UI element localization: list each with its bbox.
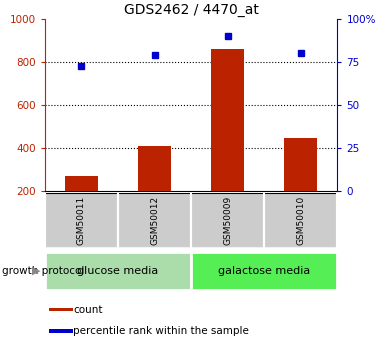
Text: glucose media: glucose media: [77, 266, 159, 276]
Text: GSM50009: GSM50009: [223, 196, 232, 245]
Text: percentile rank within the sample: percentile rank within the sample: [73, 326, 249, 336]
Text: GSM50012: GSM50012: [150, 196, 159, 245]
Bar: [45, 252, 191, 290]
Text: GSM50010: GSM50010: [296, 196, 305, 245]
Bar: [191, 193, 264, 248]
Bar: [138, 146, 171, 191]
Bar: [264, 193, 337, 248]
Bar: [118, 193, 191, 248]
Bar: [211, 49, 244, 191]
Bar: [49, 308, 73, 312]
Title: GDS2462 / 4470_at: GDS2462 / 4470_at: [124, 2, 259, 17]
Bar: [65, 176, 98, 191]
Bar: [191, 252, 337, 290]
Text: ▶: ▶: [32, 266, 40, 276]
Text: count: count: [73, 305, 103, 315]
Text: galactose media: galactose media: [218, 266, 310, 276]
Bar: [49, 329, 73, 333]
Bar: [284, 138, 317, 191]
Text: growth protocol: growth protocol: [2, 266, 84, 276]
Text: GSM50011: GSM50011: [77, 196, 86, 245]
Bar: [45, 193, 118, 248]
